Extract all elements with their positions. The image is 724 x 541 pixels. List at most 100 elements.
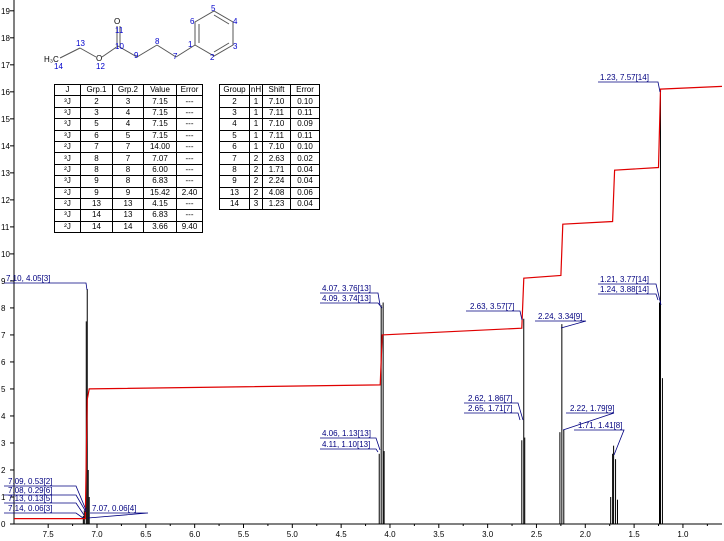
peak-label: 4.09, 3.74[13] xyxy=(322,294,371,303)
atom-label: 7 xyxy=(173,52,178,61)
table-cell: --- xyxy=(176,95,203,108)
table-row: 2 1 7.10 0.10 xyxy=(219,95,320,108)
x-tick-label: 2.0 xyxy=(580,530,592,539)
table-cell: 1.71 xyxy=(262,163,291,177)
atom-label: 5 xyxy=(211,4,216,13)
peak-label: 7.10, 4.05[3] xyxy=(6,274,50,283)
x-tick-label: 7.0 xyxy=(91,530,103,539)
y-tick-label: 13 xyxy=(1,169,10,178)
table-cell: 4 xyxy=(219,118,250,131)
y-tick-label: 6 xyxy=(1,358,6,367)
peak-label-leader xyxy=(574,429,625,456)
table-cell: 3 xyxy=(80,106,113,120)
table-cell: 7.11 xyxy=(262,106,291,120)
table-cell: 14 xyxy=(80,209,113,222)
table-cell: 15.42 xyxy=(143,186,177,199)
table-cell: 8 xyxy=(112,163,144,177)
peak-label-leader xyxy=(598,81,661,93)
peak-label: 7.13, 0.13[5] xyxy=(8,494,52,503)
table-row: ²J 7 7 14.00 --- xyxy=(54,140,203,154)
table-row: ³J 9 8 6.83 --- xyxy=(54,175,203,188)
table-cell: 7 xyxy=(80,140,113,154)
table-cell: 1.23 xyxy=(262,197,291,211)
table-cell: 9 xyxy=(80,186,113,199)
coupling-table: J Grp.1 Grp.2 Value Error ³J 2 3 7.15 --- ³J 3 4 7.15… xyxy=(54,83,203,234)
table-row: 6 1 7.10 0.10 xyxy=(219,140,320,154)
atom-label: 1 xyxy=(188,40,193,49)
table-row: J Grp.1 Grp.2 Value Error xyxy=(54,83,203,97)
table-cell: 7 xyxy=(112,152,144,165)
table-cell: 8 xyxy=(112,175,144,188)
table-row: 8 2 1.71 0.04 xyxy=(219,163,320,177)
table-cell: ³J xyxy=(54,106,81,120)
table-cell: 3 xyxy=(219,106,250,120)
table-cell: nH xyxy=(249,83,263,97)
x-tick-label: 1.5 xyxy=(629,530,641,539)
table-cell: 4.08 xyxy=(262,186,291,199)
peak-label-leader xyxy=(562,412,615,431)
table-cell: 0.09 xyxy=(290,118,320,131)
x-tick-label: 4.0 xyxy=(384,530,396,539)
table-cell: 4 xyxy=(112,118,144,131)
table-cell: --- xyxy=(176,140,203,154)
y-tick-label: 12 xyxy=(1,196,10,205)
atom-label: 3 xyxy=(233,42,238,51)
table-cell: 13 xyxy=(112,209,144,222)
table-cell: --- xyxy=(176,209,203,222)
table-cell: 5 xyxy=(80,118,113,131)
y-tick-label: 1 xyxy=(1,493,6,502)
table-cell: 2 xyxy=(249,175,263,188)
table-cell: --- xyxy=(176,163,203,177)
peak-label: 4.07, 3.76[13] xyxy=(322,284,371,293)
peak-label: 1.23, 7.57[14] xyxy=(600,73,649,82)
shifts-table: Group nH Shift Error 2 1 7.10 0.10 3 1 7.11 0.11 4 1 7… xyxy=(219,83,320,211)
integral-curve xyxy=(14,85,723,520)
table-cell: --- xyxy=(176,129,203,142)
table-cell: Shift xyxy=(262,83,291,97)
table-cell: ³J xyxy=(54,175,81,188)
y-tick-label: 15 xyxy=(1,115,10,124)
y-tick-label: 4 xyxy=(1,412,6,421)
table-cell: 14 xyxy=(80,220,113,234)
peak-label-leader xyxy=(4,485,87,511)
atom-label: O xyxy=(114,17,120,26)
peak-label: 1.24, 3.88[14] xyxy=(600,285,649,294)
table-row: 4 1 7.10 0.09 xyxy=(219,118,320,131)
table-cell: --- xyxy=(176,197,203,211)
table-cell: ²J xyxy=(54,197,81,211)
peak-label-leader xyxy=(320,302,383,309)
table-cell: 6 xyxy=(219,140,250,154)
atom-label: 13 xyxy=(76,39,85,48)
table-cell: 4.15 xyxy=(143,197,177,211)
table-cell: 7.15 xyxy=(143,129,177,142)
table-cell: ³J xyxy=(54,129,81,142)
table-cell: --- xyxy=(176,152,203,165)
peak-label: 7.07, 0.06[4] xyxy=(92,504,136,513)
x-tick-label: 2.5 xyxy=(531,530,543,539)
table-cell: 7.15 xyxy=(143,95,177,108)
table-cell: 7 xyxy=(219,152,250,165)
peak-label-leader xyxy=(87,512,149,519)
x-tick-label: 5.5 xyxy=(238,530,250,539)
table-cell: 0.10 xyxy=(290,140,320,154)
atom-label: O xyxy=(96,54,102,63)
peak-label-leader xyxy=(464,402,524,421)
y-tick-label: 19 xyxy=(1,7,10,16)
table-cell: 1 xyxy=(249,106,263,120)
table-cell: 5 xyxy=(219,129,250,142)
table-row: ²J 9 9 15.42 2.40 xyxy=(54,186,203,199)
table-cell: 1 xyxy=(249,129,263,142)
table-cell: 5 xyxy=(112,129,144,142)
peak-label-leader xyxy=(598,293,659,301)
x-tick-label: 4.5 xyxy=(336,530,348,539)
table-cell: 1 xyxy=(249,95,263,108)
atom-label: 6 xyxy=(190,17,195,26)
table-cell: 7.15 xyxy=(143,118,177,131)
atom-label: H₃C xyxy=(44,55,59,64)
peak-label: 7.08, 0.29[6] xyxy=(8,486,52,495)
table-cell: Error xyxy=(176,83,203,97)
table-cell: 0.11 xyxy=(290,129,320,142)
table-cell: 3.66 xyxy=(143,220,177,234)
table-cell: 2 xyxy=(249,186,263,199)
y-tick-label: 5 xyxy=(1,385,6,394)
